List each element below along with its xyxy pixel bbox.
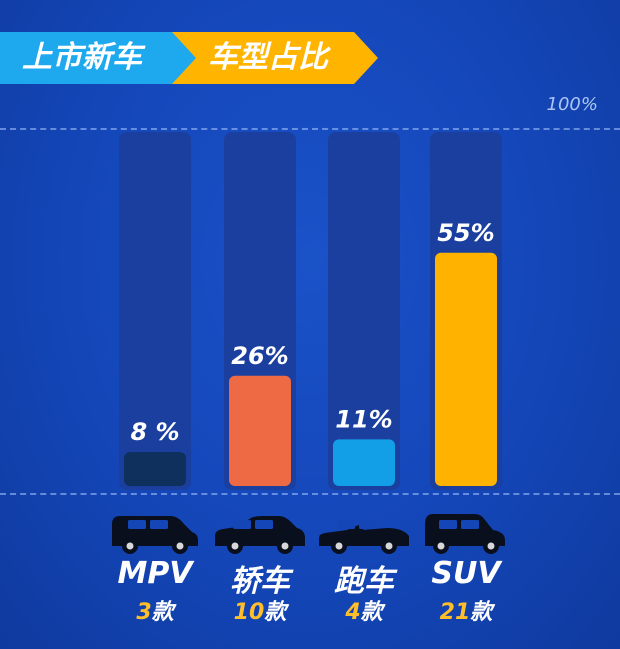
- count-unit-2: 款: [360, 600, 383, 625]
- reference-100-label: 100%: [546, 94, 598, 115]
- count-label-0: 3款: [95, 594, 215, 626]
- count-label-2: 4款: [304, 594, 424, 626]
- category-label-3: SUV: [431, 556, 501, 591]
- count-number-3: 21: [439, 600, 471, 625]
- value-label-2: 11%: [335, 405, 392, 433]
- sedan-car-icon: [215, 516, 305, 554]
- bar-track-0: [119, 132, 191, 490]
- value-label-1: 26%: [231, 342, 288, 370]
- value-label-3: 55%: [437, 219, 494, 247]
- bar-1: [229, 375, 291, 486]
- category-label-1: 轿车: [230, 564, 290, 599]
- sports-car-icon: [319, 520, 409, 554]
- bar-track-2: [328, 132, 400, 490]
- bar-3: [435, 252, 497, 486]
- header-title-share: 车型占比: [172, 32, 378, 84]
- mpv-car-icon: [112, 516, 198, 554]
- count-label-1: 10款: [200, 594, 320, 626]
- count-unit-3: 款: [470, 600, 493, 625]
- category-label-0: MPV: [117, 556, 193, 591]
- count-unit-0: 款: [151, 600, 174, 625]
- category-label-2: 跑车: [334, 564, 394, 599]
- header-title-new-cars: 上市新车: [0, 32, 200, 84]
- header: 上市新车 车型占比: [0, 32, 380, 84]
- count-number-1: 10: [233, 600, 265, 625]
- value-label-0: 8 %: [130, 418, 179, 446]
- count-label-3: 21款: [406, 594, 526, 626]
- reference-line-top: [0, 128, 620, 130]
- baseline: [0, 493, 620, 495]
- bar-2: [333, 439, 395, 486]
- count-number-0: 3: [136, 600, 152, 625]
- count-number-2: 4: [345, 600, 361, 625]
- suv-car-icon: [425, 514, 505, 554]
- count-unit-1: 款: [264, 600, 287, 625]
- bar-0: [124, 452, 186, 486]
